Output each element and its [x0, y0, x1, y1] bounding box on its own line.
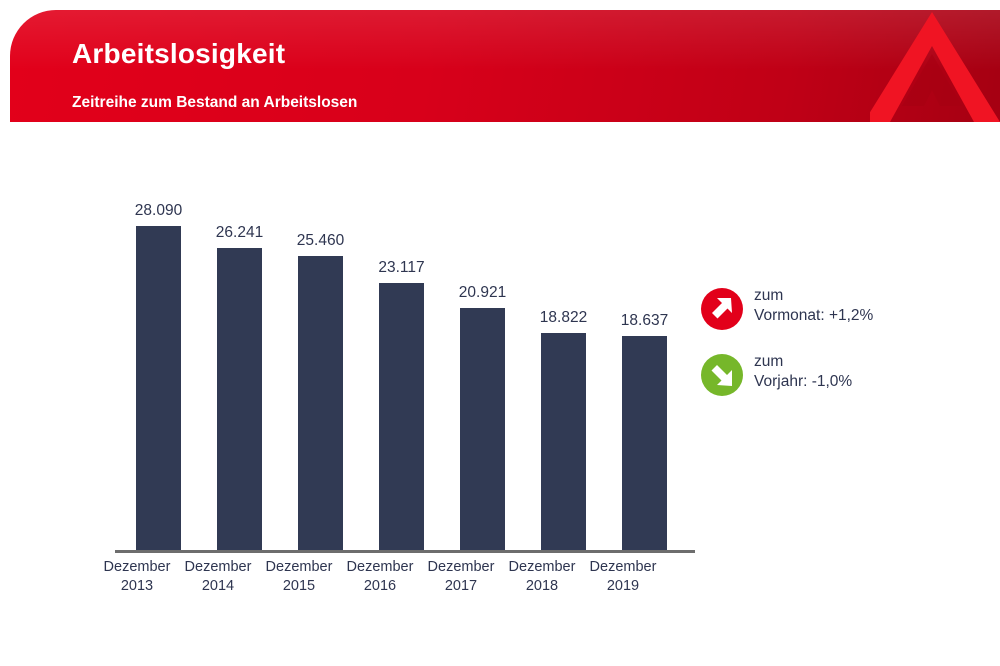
bar[interactable] — [136, 226, 181, 550]
legend-item-vormonat: zum Vormonat: +1,2% — [700, 287, 970, 343]
legend-line-2: Vormonat: +1,2% — [754, 307, 874, 324]
page-title: Arbeitslosigkeit — [72, 38, 286, 69]
x-tick-label-year: 2016 — [363, 578, 397, 594]
bar[interactable] — [298, 256, 343, 550]
x-axis-line — [115, 550, 695, 553]
bar-value-label: 28.090 — [134, 202, 183, 219]
bar-value-label: 25.460 — [296, 232, 345, 249]
ba-arrow-a-logo-icon — [870, 12, 1000, 122]
x-tick-label-month: Dezember — [427, 559, 495, 575]
bar-value-label: 26.241 — [215, 224, 264, 241]
x-tick-label: Dezember 2018 — [499, 558, 585, 596]
x-tick-label-month: Dezember — [184, 559, 252, 575]
page-subtitle: Zeitreihe zum Bestand an Arbeitslosen — [72, 94, 358, 111]
change-indicator-legend: zum Vormonat: +1,2% zum Vorjahr: -1,0% — [700, 287, 970, 419]
x-tick-label: Dezember 2013 — [94, 558, 180, 596]
bar[interactable] — [460, 308, 505, 550]
legend-text-vorjahr: zum Vorjahr: -1,0% — [754, 352, 852, 392]
bar[interactable] — [379, 283, 424, 550]
bar[interactable] — [541, 333, 586, 550]
x-tick-label-year: 2019 — [606, 578, 640, 594]
x-tick-label-year: 2017 — [444, 578, 478, 594]
x-tick-label-year: 2015 — [282, 578, 316, 594]
header-banner: Arbeitslosigkeit Zeitreihe zum Bestand a… — [10, 10, 1000, 122]
x-tick-label: Dezember 2017 — [418, 558, 504, 596]
legend-item-vorjahr: zum Vorjahr: -1,0% — [700, 353, 970, 409]
x-tick-label: Dezember 2015 — [256, 558, 342, 596]
x-tick-label: Dezember 2019 — [580, 558, 666, 596]
legend-text-vormonat: zum Vormonat: +1,2% — [754, 286, 873, 326]
bar[interactable] — [622, 336, 667, 550]
bar-value-label: 18.822 — [539, 309, 588, 326]
x-tick-label-month: Dezember — [103, 559, 171, 575]
bar[interactable] — [217, 248, 262, 550]
x-tick-label: Dezember 2016 — [337, 558, 423, 596]
x-tick-label-month: Dezember — [265, 559, 333, 575]
legend-line-2: Vorjahr: -1,0% — [754, 373, 853, 390]
x-tick-label-month: Dezember — [346, 559, 414, 575]
x-tick-label-month: Dezember — [508, 559, 576, 575]
bar-value-label: 18.637 — [620, 312, 669, 329]
bar-value-label: 20.921 — [458, 284, 507, 301]
arrow-up-right-icon — [701, 288, 743, 330]
x-tick-label-year: 2018 — [525, 578, 559, 594]
bar-value-label: 23.117 — [378, 259, 425, 276]
legend-line-1: zum — [754, 353, 784, 370]
x-tick-label-month: Dezember — [589, 559, 657, 575]
x-tick-label-year: 2013 — [120, 578, 154, 594]
arrow-down-right-icon — [701, 354, 743, 396]
x-tick-label: Dezember 2014 — [175, 558, 261, 596]
bar-chart: 28.090 26.241 25.460 23.117 20.921 18.82… — [0, 122, 1000, 666]
legend-line-1: zum — [754, 287, 784, 304]
plot-area: 28.090 26.241 25.460 23.117 20.921 18.82… — [115, 122, 695, 550]
x-tick-label-year: 2014 — [201, 578, 235, 594]
